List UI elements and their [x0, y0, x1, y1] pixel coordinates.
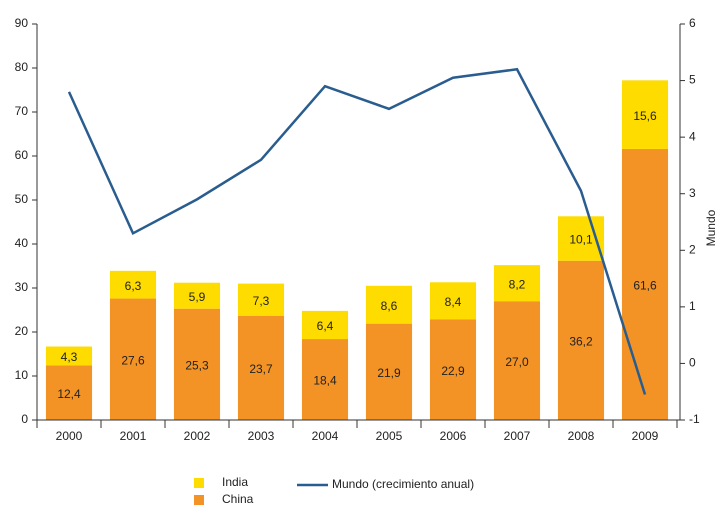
x-tick-label: 2000: [56, 429, 83, 443]
data-label: 6,4: [317, 319, 334, 333]
y-tick-label: 20: [15, 324, 29, 338]
y-tick-label: 10: [15, 368, 29, 382]
bar-segment: [493, 301, 541, 420]
bar-segment: [301, 339, 349, 420]
legend-swatch: [194, 478, 204, 488]
x-tick-label: 2007: [504, 429, 531, 443]
data-label: 4,3: [61, 350, 78, 364]
x-tick-label: 2004: [312, 429, 339, 443]
bar-segment: [493, 265, 541, 302]
y2-tick-label: 4: [689, 129, 696, 143]
data-label: 6,3: [125, 279, 142, 293]
y2-tick-label: 2: [689, 242, 696, 256]
bar-segment: [237, 283, 285, 316]
x-tick-label: 2005: [376, 429, 403, 443]
data-label: 5,9: [189, 290, 206, 304]
data-label: 8,6: [381, 299, 398, 313]
y2-tick-label: -1: [689, 412, 700, 426]
y-tick-label: 30: [15, 280, 29, 294]
bar-segment: [237, 315, 285, 420]
bar-segment: [109, 298, 157, 420]
data-label: 25,3: [185, 359, 209, 373]
y-tick-label: 40: [15, 236, 29, 250]
data-label: 22,9: [441, 364, 465, 378]
bar-segment: [429, 282, 477, 320]
legend-label: India: [222, 475, 248, 489]
data-label: 27,6: [121, 353, 145, 367]
y-tick-label: 80: [15, 60, 29, 74]
bar-segment: [173, 308, 221, 420]
data-label: 21,9: [377, 366, 401, 380]
legend-swatch: [194, 495, 204, 505]
y2-axis-label: Mundo: [704, 209, 718, 246]
x-tick-label: 2002: [184, 429, 211, 443]
y-tick-label: 0: [21, 412, 28, 426]
bar-segment: [301, 310, 349, 340]
x-tick-label: 2006: [440, 429, 467, 443]
data-label: 15,6: [633, 109, 657, 123]
data-label: 8,2: [509, 277, 526, 291]
data-label: 7,3: [253, 294, 270, 308]
bar-segment: [621, 80, 669, 149]
y2-tick-label: 5: [689, 73, 696, 87]
y2-tick-label: 0: [689, 356, 696, 370]
data-label: 23,7: [249, 362, 273, 376]
legend-label: Mundo (crecimiento anual): [332, 477, 474, 491]
bar-segment: [45, 346, 93, 366]
bar-segment: [557, 260, 605, 420]
legend-label: China: [222, 492, 254, 506]
data-label: 61,6: [633, 279, 657, 293]
x-tick-label: 2003: [248, 429, 275, 443]
y-tick-label: 90: [15, 16, 29, 30]
bar-segment: [45, 365, 93, 420]
data-label: 18,4: [313, 374, 337, 388]
x-tick-label: 2001: [120, 429, 147, 443]
data-label: 12,4: [57, 387, 81, 401]
data-label: 36,2: [569, 335, 593, 349]
x-tick-label: 2009: [632, 429, 659, 443]
y2-tick-label: 3: [689, 186, 696, 200]
bar-segment: [109, 270, 157, 299]
bar-segment: [429, 319, 477, 420]
line-series: [67, 67, 647, 395]
data-label: 10,1: [569, 233, 593, 247]
data-label: 8,4: [445, 295, 462, 309]
y-tick-label: 60: [15, 148, 29, 162]
bar-segment: [365, 285, 413, 324]
y2-tick-label: 1: [689, 299, 696, 313]
y-tick-label: 50: [15, 192, 29, 206]
y2-tick-label: 6: [689, 16, 696, 30]
y-tick-label: 70: [15, 104, 29, 118]
bar-segment: [621, 148, 669, 420]
bar-segment: [173, 282, 221, 309]
bar-segment: [365, 323, 413, 420]
data-label: 27,0: [505, 355, 529, 369]
x-tick-label: 2008: [568, 429, 595, 443]
